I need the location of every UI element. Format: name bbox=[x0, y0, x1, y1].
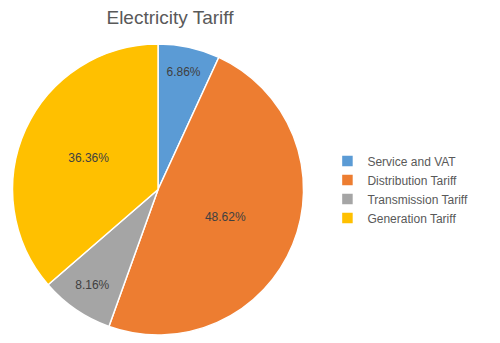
svg-text:Transmission Tariff: Transmission Tariff bbox=[367, 193, 467, 207]
svg-text:Generation Tariff: Generation Tariff bbox=[367, 212, 456, 226]
svg-text:36.36%: 36.36% bbox=[68, 151, 109, 165]
svg-text:8.16%: 8.16% bbox=[75, 278, 109, 292]
svg-text:Service and VAT: Service and VAT bbox=[367, 155, 456, 169]
svg-text:48.62%: 48.62% bbox=[205, 210, 246, 224]
svg-text:Distribution Tariff: Distribution Tariff bbox=[367, 174, 457, 188]
svg-text:Electricity Tariff: Electricity Tariff bbox=[106, 7, 234, 28]
svg-text:6.86%: 6.86% bbox=[166, 65, 200, 79]
